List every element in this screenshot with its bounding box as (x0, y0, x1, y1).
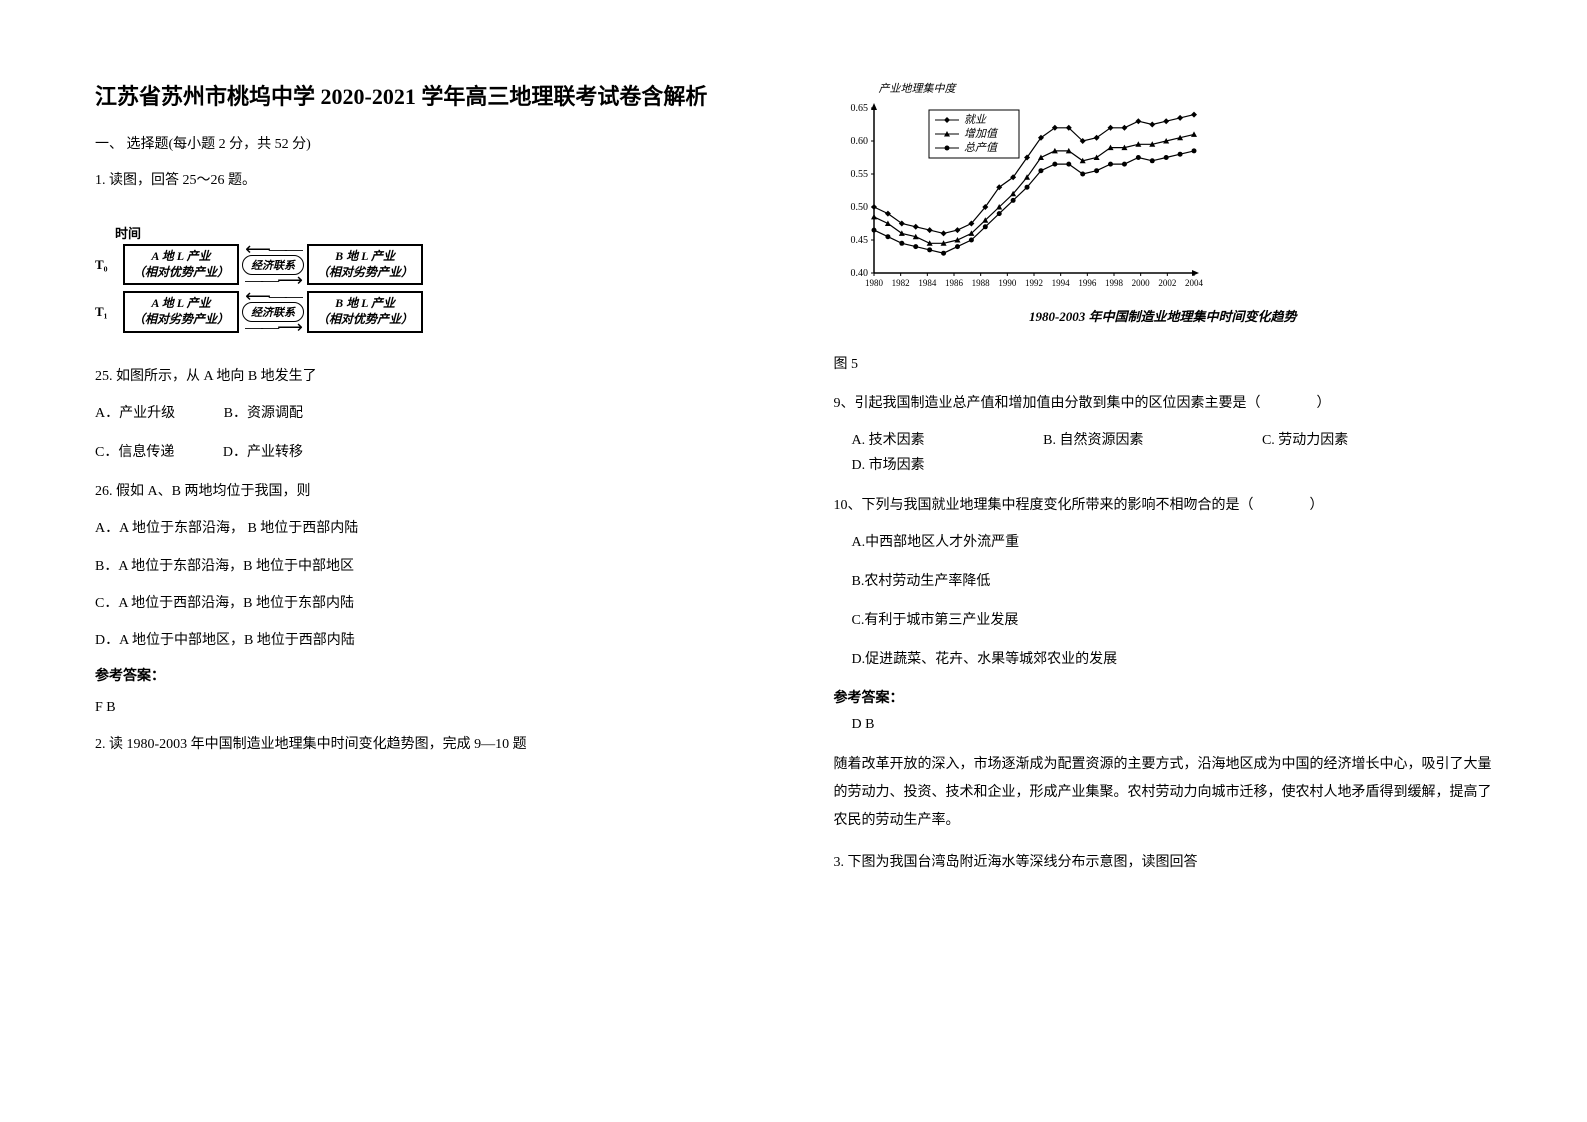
q25-text: 25. 如图所示，从 A 地向 B 地发生了 (95, 364, 754, 389)
flow-box-a-t0-l1: A 地 L 产业 (133, 249, 229, 265)
svg-text:1996: 1996 (1078, 278, 1097, 288)
flow-box-a-t1-l2: （相对劣势产业） (133, 312, 229, 328)
q3-stem: 3. 下图为我国台湾岛附近海水等深线分布示意图，读图回答 (834, 850, 1493, 875)
flow-box-b-t0-l1: B 地 L 产业 (317, 249, 413, 265)
q9-text: 9、引起我国制造业总产值和增加值由分散到集中的区位因素主要是（ ） (834, 391, 1493, 416)
chart-caption: 1980-2003 年中国制造业地理集中时间变化趋势 (834, 306, 1493, 325)
svg-text:0.65: 0.65 (850, 103, 868, 114)
svg-text:1984: 1984 (918, 278, 937, 288)
flow-diagram: 时间 T₀ A 地 L 产业 （相对优势产业） ⟵―― 经济联系 ――⟶ B 地… (95, 223, 754, 338)
arrow-icon: ――⟶ (245, 276, 301, 285)
svg-text:0.55: 0.55 (850, 169, 868, 180)
q26-opt-b: B．A 地位于东部沿海，B 地位于中部地区 (95, 554, 754, 579)
q9-options: A. 技术因素 B. 自然资源因素 C. 劳动力因素 D. 市场因素 (834, 428, 1493, 478)
line-chart: 产业地理集中度 0.400.450.500.550.600.6519801982… (834, 80, 1493, 343)
answer-text-2: D B (834, 717, 1493, 733)
flow-box-b-t0-l2: （相对劣势产业） (317, 265, 413, 281)
flow-link-t1: ⟵―― 经济联系 ――⟶ (242, 292, 304, 332)
arrow-icon: ⟵―― (245, 245, 301, 254)
q25-opt-c: C．信息传递 (95, 440, 174, 465)
flow-box-a-t1-l1: A 地 L 产业 (133, 296, 229, 312)
svg-text:0.60: 0.60 (850, 136, 868, 147)
arrow-icon: ⟵―― (245, 292, 301, 301)
answer-label-2: 参考答案： (834, 687, 1493, 707)
q2-stem: 2. 读 1980-2003 年中国制造业地理集中时间变化趋势图，完成 9—10… (95, 732, 754, 757)
flow-box-a-t0: A 地 L 产业 （相对优势产业） (123, 244, 239, 285)
svg-text:1998: 1998 (1105, 278, 1124, 288)
svg-text:0.50: 0.50 (850, 202, 868, 213)
flow-box-b-t1-l1: B 地 L 产业 (317, 296, 413, 312)
svg-text:2000: 2000 (1131, 278, 1150, 288)
q25-options-1: A．产业升级 B．资源调配 (95, 401, 754, 426)
q25-opt-b: B．资源调配 (224, 401, 303, 426)
figure-label: 图 5 (834, 353, 1493, 373)
svg-text:1992: 1992 (1025, 278, 1043, 288)
flow-time-header: 时间 (115, 223, 754, 242)
right-column: 产业地理集中度 0.400.450.500.550.600.6519801982… (834, 80, 1493, 1042)
left-column: 江苏省苏州市桃坞中学 2020-2021 学年高三地理联考试卷含解析 一、 选择… (95, 80, 754, 1042)
flow-t0-label: T₀ (95, 257, 123, 273)
q25-opt-a: A．产业升级 (95, 401, 175, 426)
svg-text:2004: 2004 (1185, 278, 1204, 288)
explanation-text: 随着改革开放的深入，市场逐渐成为配置资源的主要方式，沿海地区成为中国的经济增长中… (834, 751, 1493, 835)
svg-text:1994: 1994 (1051, 278, 1070, 288)
q10-opt-c: C.有利于城市第三产业发展 (834, 608, 1493, 633)
flow-row-t1: T₁ A 地 L 产业 （相对劣势产业） ⟵―― 经济联系 ――⟶ B 地 L … (95, 291, 754, 332)
q10-opt-a: A.中西部地区人才外流严重 (834, 530, 1493, 555)
flow-box-b-t1-l2: （相对优势产业） (317, 312, 413, 328)
flow-box-a-t1: A 地 L 产业 （相对劣势产业） (123, 291, 239, 332)
q26-opt-a: A．A 地位于东部沿海， B 地位于西部内陆 (95, 516, 754, 541)
q9-opt-a: A. 技术因素 (852, 428, 925, 453)
q26-opt-c: C．A 地位于西部沿海，B 地位于东部内陆 (95, 591, 754, 616)
svg-text:2002: 2002 (1158, 278, 1176, 288)
flow-box-a-t0-l2: （相对优势产业） (133, 265, 229, 281)
flow-link-t0: ⟵―― 经济联系 ――⟶ (242, 245, 304, 285)
arrow-icon: ――⟶ (245, 323, 301, 332)
q25-opt-d: D．产业转移 (223, 440, 303, 465)
q10-text: 10、下列与我国就业地理集中程度变化所带来的影响不相吻合的是（ ） (834, 493, 1493, 518)
flow-box-b-t0: B 地 L 产业 （相对劣势产业） (307, 244, 423, 285)
svg-text:1986: 1986 (945, 278, 964, 288)
q10-opt-d: D.促进蔬菜、花卉、水果等城郊农业的发展 (834, 647, 1493, 672)
svg-text:1988: 1988 (971, 278, 990, 288)
flow-box-b-t1: B 地 L 产业 （相对优势产业） (307, 291, 423, 332)
q1-stem: 1. 读图，回答 25～26 题。 (95, 168, 754, 193)
q26-opt-d: D．A 地位于中部地区，B 地位于西部内陆 (95, 628, 754, 653)
q25-options-2: C．信息传递 D．产业转移 (95, 440, 754, 465)
svg-text:1980: 1980 (865, 278, 884, 288)
q26-text: 26. 假如 A、B 两地均位于我国，则 (95, 479, 754, 504)
flow-t1-label: T₁ (95, 304, 123, 320)
q9-opt-c: C. 劳动力因素 (1262, 428, 1348, 453)
flow-row-t0: T₀ A 地 L 产业 （相对优势产业） ⟵―― 经济联系 ――⟶ B 地 L … (95, 244, 754, 285)
q9-opt-b: B. 自然资源因素 (1043, 428, 1143, 453)
section-header: 一、 选择题(每小题 2 分，共 52 分) (95, 133, 754, 153)
q10-opt-b: B.农村劳动生产率降低 (834, 569, 1493, 594)
svg-text:0.45: 0.45 (850, 235, 868, 246)
svg-text:就业: 就业 (964, 113, 987, 126)
chart-ylabel: 产业地理集中度 (879, 80, 1493, 96)
svg-text:1982: 1982 (891, 278, 909, 288)
document-title: 江苏省苏州市桃坞中学 2020-2021 学年高三地理联考试卷含解析 (95, 80, 754, 113)
svg-text:增加值: 增加值 (964, 127, 999, 140)
q9-opt-d: D. 市场因素 (852, 453, 925, 478)
svg-text:总产值: 总产值 (964, 141, 999, 154)
svg-text:1990: 1990 (998, 278, 1017, 288)
chart-svg: 0.400.450.500.550.600.651980198219841986… (834, 98, 1204, 298)
answer-label-1: 参考答案： (95, 665, 754, 685)
answer-text-1: F B (95, 695, 754, 720)
